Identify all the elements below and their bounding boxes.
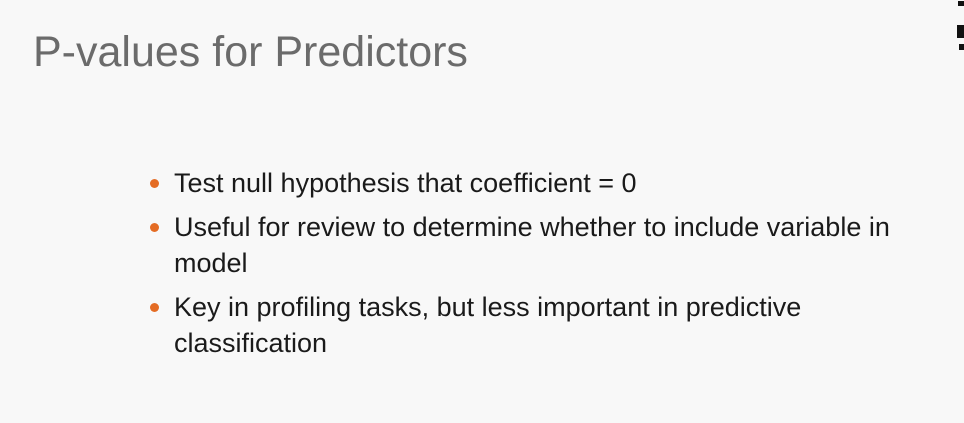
- edge-marks: [954, 0, 964, 60]
- bullet-text: Useful for review to determine whether t…: [174, 212, 890, 278]
- bullet-list: Test null hypothesis that coefficient = …: [150, 165, 910, 369]
- bullet-text: Test null hypothesis that coefficient = …: [174, 168, 637, 198]
- edge-mark-icon: [957, 25, 964, 38]
- edge-mark-icon: [959, 44, 964, 50]
- bullet-item-1: Test null hypothesis that coefficient = …: [150, 165, 910, 201]
- bullet-item-2: Useful for review to determine whether t…: [150, 209, 910, 281]
- slide-title: P-values for Predictors: [33, 28, 468, 76]
- bullet-dot-icon: [150, 179, 159, 188]
- bullet-text: Key in profiling tasks, but less importa…: [174, 292, 802, 358]
- bullet-item-3: Key in profiling tasks, but less importa…: [150, 289, 910, 361]
- edge-mark-icon: [958, 1, 964, 6]
- bullet-dot-icon: [150, 303, 159, 312]
- bullet-dot-icon: [150, 223, 159, 232]
